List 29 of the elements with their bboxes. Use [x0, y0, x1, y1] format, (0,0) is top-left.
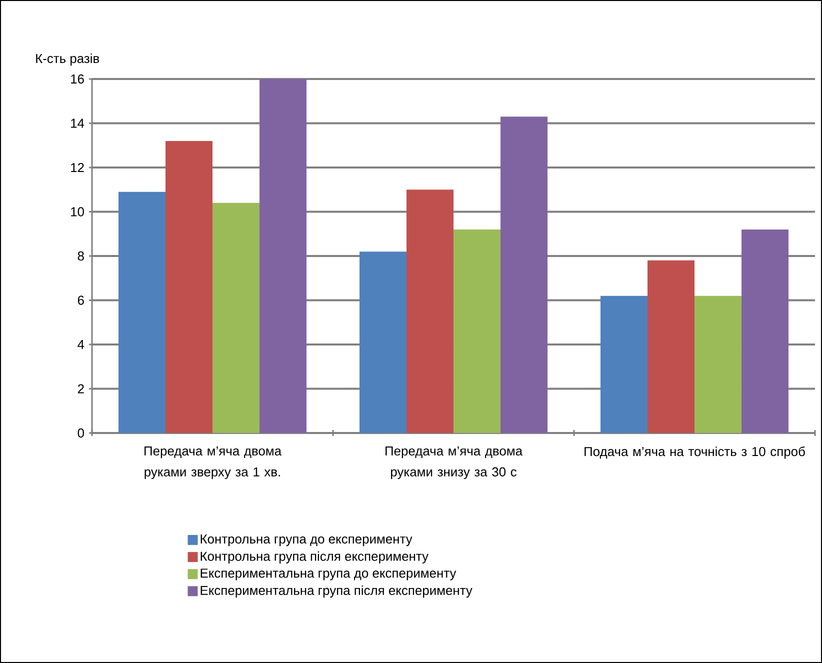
y-tick-label: 2: [78, 384, 84, 394]
y-axis-title: К-сть разів: [36, 54, 100, 66]
bar: [454, 229, 501, 433]
legend-label: Експериментальна група до експерименту: [200, 568, 456, 580]
bar: [212, 202, 260, 433]
bar: [260, 78, 307, 433]
legend-label: Контрольна група після експерименту: [200, 551, 428, 564]
legend-label: Контрольна група до експерименту: [200, 534, 412, 546]
bar: [742, 229, 789, 433]
bar: [600, 296, 648, 433]
y-tick-label: 12: [71, 162, 84, 172]
x-tick-label: Подача м’яча на точність з 10 спроб: [584, 446, 805, 459]
y-tick-label: 6: [78, 296, 84, 305]
bar: [118, 192, 166, 433]
bar: [648, 260, 695, 433]
bar: [360, 252, 407, 433]
y-tick-label: 16: [71, 74, 84, 84]
x-tick-label: Передача м’яча двома руками зверху за 1 хв.: [144, 446, 282, 480]
y-tick-label: 4: [78, 340, 84, 349]
y-tick-label: 8: [78, 251, 84, 261]
y-tick-label: 0: [78, 428, 84, 438]
bar: [166, 140, 213, 433]
bar: [406, 190, 454, 433]
bar: [500, 116, 548, 433]
y-tick-label: 14: [71, 118, 84, 128]
bar: [694, 296, 742, 433]
x-tick-label: Передача м’яча двома руками знизу за 30 с: [386, 446, 523, 480]
y-tick-label: 10: [71, 207, 84, 216]
legend-label: Експериментальна група після експерименту: [200, 586, 472, 598]
